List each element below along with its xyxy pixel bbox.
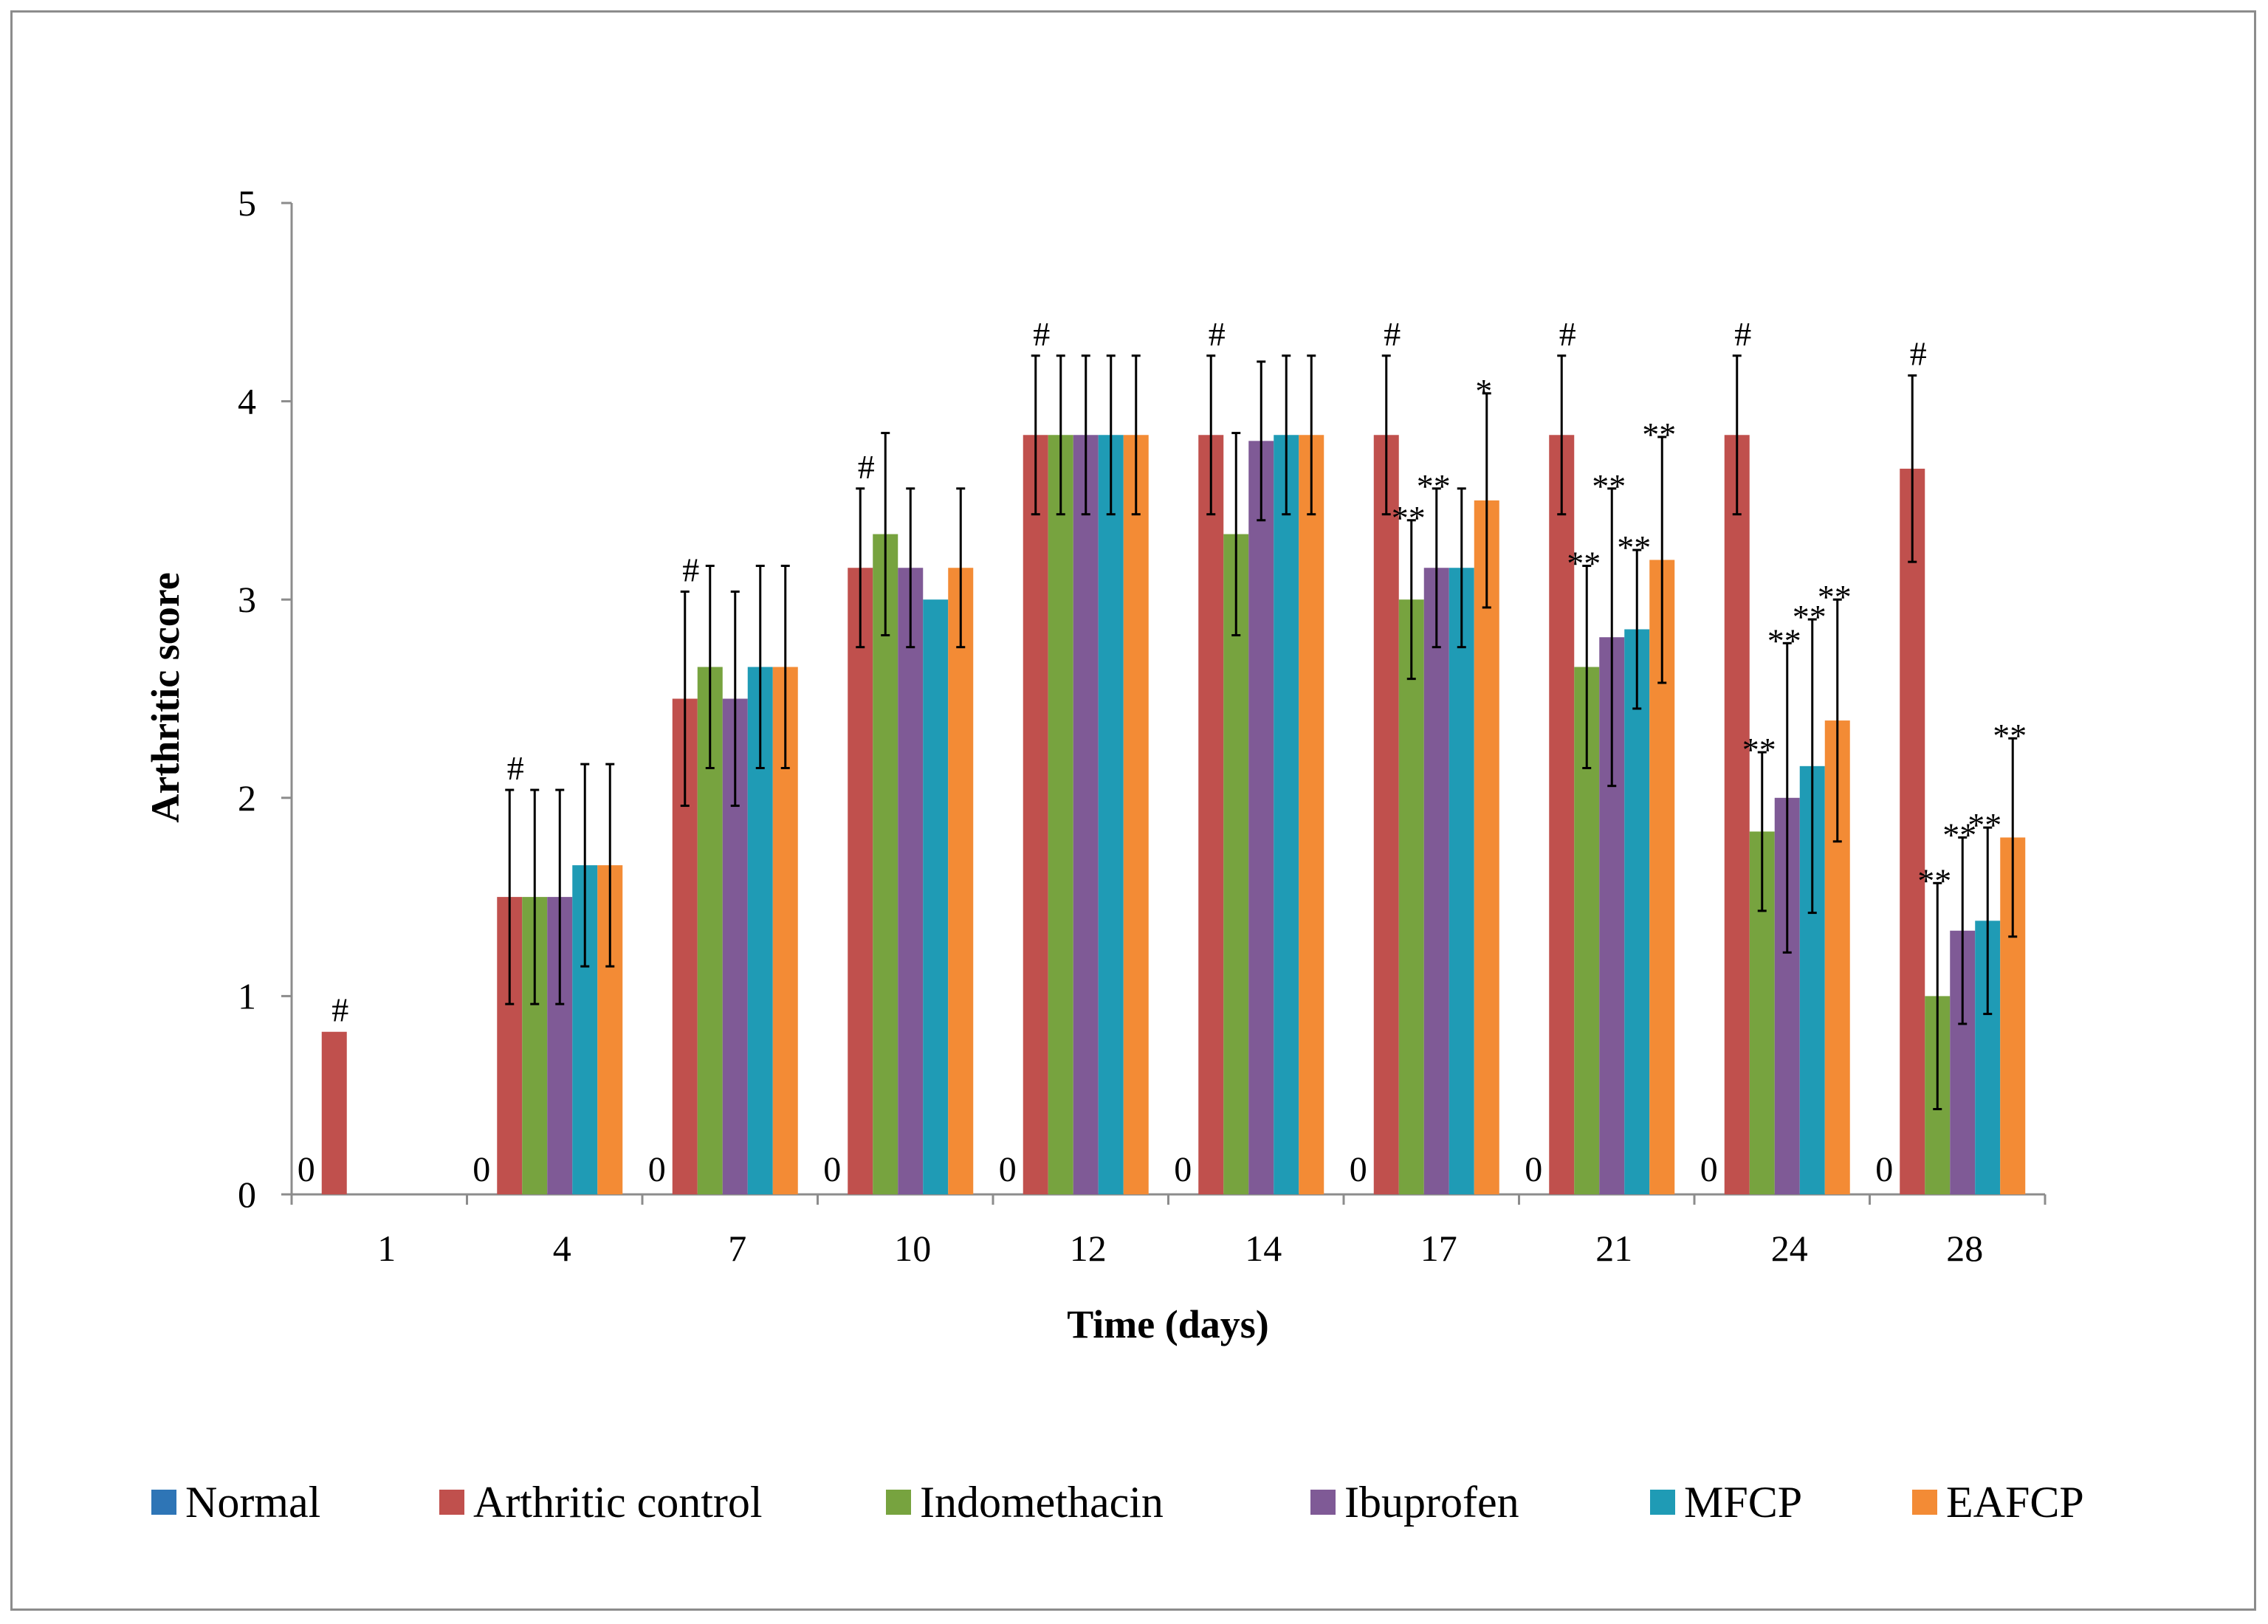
- bar: [1274, 435, 1299, 1194]
- zero-value-label: 0: [1875, 1150, 1893, 1189]
- bar: [322, 1032, 347, 1194]
- significance-hash: #: [682, 551, 699, 588]
- significance-stars: **: [1742, 731, 1776, 768]
- legend-swatch: [1310, 1490, 1336, 1515]
- y-axis-title: Arthritic score: [143, 572, 188, 822]
- zero-value-label: 0: [1700, 1150, 1718, 1189]
- x-tick-label: 10: [894, 1228, 931, 1269]
- bar: [1900, 469, 1925, 1194]
- bar: [1299, 435, 1324, 1194]
- bar: [1198, 435, 1223, 1194]
- significance-hash: #: [1559, 315, 1576, 353]
- bars-layer: [322, 356, 2026, 1194]
- y-tick-label: 4: [238, 381, 256, 422]
- zero-value-label: 0: [1525, 1150, 1542, 1189]
- bar: [1449, 568, 1474, 1194]
- legend-label: Arthritic control: [473, 1477, 763, 1528]
- significance-hash: #: [1384, 315, 1401, 353]
- bar: [1073, 435, 1099, 1194]
- significance-stars: **: [1993, 717, 2027, 754]
- y-tick-label: 0: [238, 1174, 256, 1215]
- x-axis-title: Time (days): [1067, 1302, 1269, 1346]
- bar: [948, 568, 973, 1194]
- zero-value-label: 0: [1174, 1150, 1192, 1189]
- legend-item: MFCP: [1650, 1469, 1802, 1535]
- significance-hash: #: [858, 448, 875, 486]
- x-tick-label: 14: [1245, 1228, 1282, 1269]
- zero-value-label: 0: [1350, 1150, 1367, 1189]
- significance-stars: **: [1968, 806, 2001, 844]
- legend-swatch: [439, 1490, 464, 1515]
- y-axis: 0 1 2 3 4 5: [238, 182, 292, 1215]
- legend-item: Ibuprofen: [1310, 1469, 1519, 1535]
- legend-label: Normal: [185, 1477, 320, 1528]
- significance-stars: **: [1617, 529, 1651, 566]
- bar: [1624, 629, 1649, 1194]
- zero-value-label: 0: [823, 1150, 841, 1189]
- bar: [1725, 435, 1750, 1194]
- y-tick-label: 5: [238, 182, 256, 224]
- legend-item: Normal: [151, 1469, 320, 1535]
- bar: [1248, 441, 1274, 1194]
- x-tick-label: 17: [1420, 1228, 1457, 1269]
- arthritic-score-bar-chart: 012345 1 4 7 10 12 14 17 21 24 28 0#0#0#0#0#0#0#*…: [0, 0, 2268, 1624]
- significance-stars: *: [1475, 372, 1492, 410]
- x-axis: 1 4 7 10 12 14 17 21 24 28: [292, 1194, 2045, 1269]
- legend-swatch: [1912, 1490, 1937, 1515]
- x-tick-label: 12: [1070, 1228, 1107, 1269]
- bar: [1124, 435, 1149, 1194]
- significance-stars: **: [1567, 545, 1601, 582]
- x-tick-label: 7: [728, 1228, 746, 1269]
- legend-item: EAFCP: [1912, 1469, 2084, 1535]
- bar: [923, 599, 948, 1194]
- legend-label: Ibuprofen: [1344, 1477, 1519, 1528]
- zero-value-label: 0: [648, 1150, 666, 1189]
- legend-label: EAFCP: [1946, 1477, 2084, 1528]
- legend-label: MFCP: [1684, 1477, 1802, 1528]
- bar: [1099, 435, 1124, 1194]
- legend-swatch: [1650, 1490, 1675, 1515]
- significance-hash: #: [507, 749, 524, 787]
- significance-stars: **: [1417, 467, 1451, 505]
- x-tick-label: 24: [1771, 1228, 1808, 1269]
- significance-hash: #: [331, 991, 348, 1029]
- legend-swatch: [886, 1490, 911, 1515]
- legend-item: Arthritic control: [439, 1469, 763, 1535]
- significance-stars: **: [1592, 467, 1626, 505]
- significance-hash: #: [1910, 335, 1927, 373]
- bar: [1399, 599, 1424, 1194]
- bar: [1374, 435, 1399, 1194]
- y-tick-label: 3: [238, 579, 256, 620]
- y-tick-label: 1: [238, 975, 256, 1016]
- legend-label: Indomethacin: [920, 1477, 1164, 1528]
- significance-hash: #: [1734, 315, 1751, 353]
- legend-item: Indomethacin: [886, 1469, 1164, 1535]
- x-tick-label: 21: [1595, 1228, 1632, 1269]
- x-tick-label: 28: [1946, 1228, 1983, 1269]
- legend: Normal Arthritic control Indomethacin Ibupr…: [0, 1469, 2268, 1535]
- bar: [898, 568, 923, 1194]
- zero-value-label: 0: [999, 1150, 1017, 1189]
- bar: [848, 568, 873, 1194]
- y-tick-label: 2: [238, 777, 256, 819]
- significance-stars: **: [1818, 578, 1852, 616]
- bar: [1048, 435, 1073, 1194]
- bar: [1424, 568, 1449, 1194]
- significance-stars: **: [1642, 416, 1676, 453]
- zero-value-label: 0: [472, 1150, 490, 1189]
- x-tick-label: 4: [553, 1228, 571, 1269]
- x-tick-label: 1: [377, 1228, 396, 1269]
- legend-swatch: [151, 1490, 176, 1515]
- significance-hash: #: [1209, 315, 1226, 353]
- zero-value-label: 0: [298, 1150, 315, 1189]
- significance-hash: #: [1033, 315, 1050, 353]
- bar: [1023, 435, 1048, 1194]
- significance-stars: **: [1917, 861, 1951, 899]
